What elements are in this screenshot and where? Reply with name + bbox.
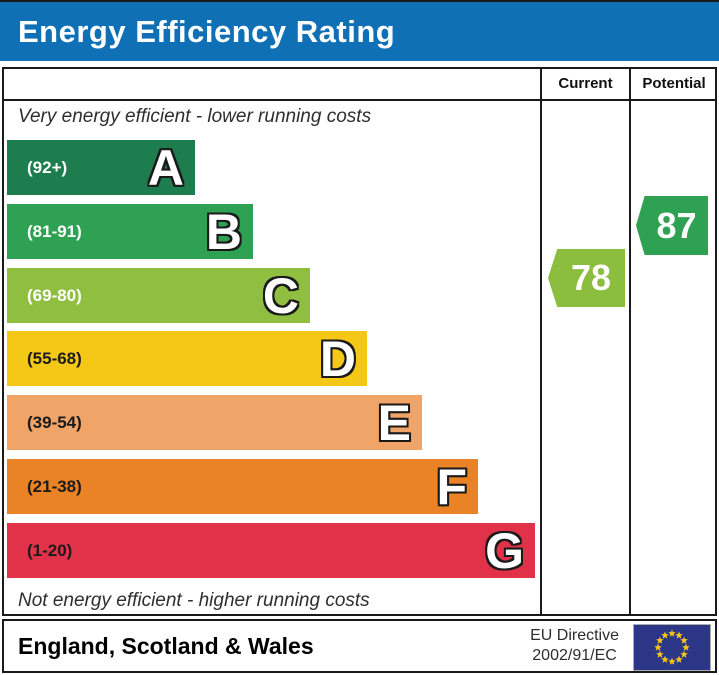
band-range-label: (92+) bbox=[27, 157, 68, 177]
header-divider bbox=[2, 99, 717, 101]
band-letter: G bbox=[485, 522, 524, 579]
band-range-label: (21-38) bbox=[27, 476, 82, 496]
eu-directive-line2: 2002/91/EC bbox=[532, 647, 617, 664]
current-rating-arrow: 78 bbox=[548, 249, 625, 307]
band-bar-e: (39-54) E bbox=[7, 395, 422, 450]
band-range-label: (69-80) bbox=[27, 285, 82, 305]
band-row-e: (39-54) E bbox=[7, 395, 422, 450]
band-bar-b: (81-91) B bbox=[7, 204, 253, 259]
potential-rating-arrow: 87 bbox=[636, 196, 708, 255]
region-label: England, Scotland & Wales bbox=[18, 632, 314, 659]
eu-directive-text: EU Directive 2002/91/EC bbox=[530, 621, 619, 671]
band-letter: C bbox=[262, 267, 299, 324]
band-bar-f: (21-38) F bbox=[7, 459, 478, 514]
caption-not-efficient: Not energy efficient - higher running co… bbox=[18, 590, 370, 611]
band-row-g: (1-20) G bbox=[7, 523, 535, 578]
band-bar-c: (69-80) C bbox=[7, 268, 310, 323]
band-row-f: (21-38) F bbox=[7, 459, 478, 514]
title-bar: Energy Efficiency Rating bbox=[0, 0, 719, 61]
band-row-d: (55-68) D bbox=[7, 331, 367, 386]
potential-rating-value: 87 bbox=[656, 204, 697, 246]
column-header-potential: Potential bbox=[642, 74, 706, 92]
band-range-label: (81-91) bbox=[27, 221, 82, 241]
column-header-current: Current bbox=[558, 74, 613, 92]
band-row-b: (81-91) B bbox=[7, 204, 253, 259]
column-divider-potential bbox=[629, 67, 631, 616]
band-row-a: (92+) A bbox=[7, 140, 195, 195]
footer: England, Scotland & Wales EU Directive 2… bbox=[2, 619, 717, 673]
band-letter: D bbox=[319, 330, 356, 387]
band-range-label: (1-20) bbox=[27, 540, 73, 560]
band-range-label: (39-54) bbox=[27, 412, 82, 432]
band-letter: F bbox=[436, 458, 467, 515]
band-range-label: (55-68) bbox=[27, 348, 82, 368]
band-bar-g: (1-20) G bbox=[7, 523, 535, 578]
caption-very-efficient: Very energy efficient - lower running co… bbox=[18, 106, 372, 127]
eu-directive-line1: EU Directive bbox=[530, 627, 619, 644]
column-divider-current bbox=[540, 67, 542, 616]
page-title: Energy Efficiency Rating bbox=[18, 13, 396, 49]
band-row-c: (69-80) C bbox=[7, 268, 310, 323]
band-letter: A bbox=[147, 139, 184, 196]
band-letter: E bbox=[377, 394, 411, 451]
band-bar-d: (55-68) D bbox=[7, 331, 367, 386]
band-bar-a: (92+) A bbox=[7, 140, 195, 195]
band-letter: B bbox=[205, 203, 242, 260]
current-rating-value: 78 bbox=[570, 257, 612, 298]
eu-flag-icon bbox=[633, 624, 711, 671]
